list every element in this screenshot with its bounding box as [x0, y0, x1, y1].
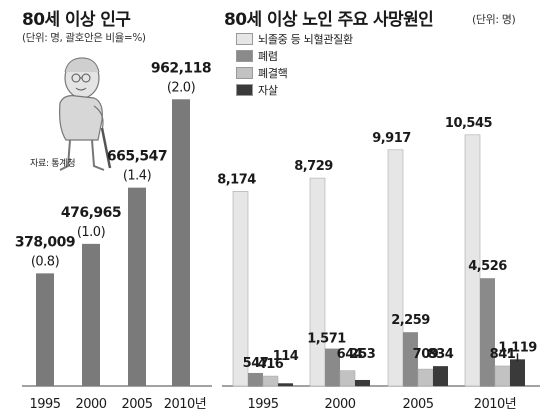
legend-label: 폐결핵 — [258, 66, 288, 80]
death-cause-bar — [403, 332, 418, 386]
source-note: 자료: 통계청 — [30, 159, 76, 169]
death-cause-bar — [339, 370, 356, 387]
death-cause-bar — [494, 365, 511, 387]
death-cause-bar — [387, 149, 404, 387]
death-cause-value-label: 1,571 — [307, 332, 346, 347]
right-chart-title: 80세 이상 노인 주요 사망원인 — [224, 10, 434, 30]
death-cause-x-tick-label: 2000 — [324, 397, 355, 412]
death-cause-bar — [309, 177, 326, 387]
population-ratio-label: (1.4) — [123, 169, 151, 184]
elderly-man-illustration — [59, 57, 112, 171]
death-cause-value-label: 644 — [337, 347, 363, 362]
death-cause-x-tick-label: 1995 — [247, 397, 278, 412]
population-bar — [172, 99, 190, 387]
death-cause-value-label: 1,119 — [498, 340, 537, 355]
population-ratio-label: (1.0) — [77, 225, 105, 240]
population-x-tick-label: 1995 — [29, 397, 60, 412]
death-cause-bar — [417, 368, 434, 387]
death-cause-bar — [433, 366, 448, 386]
population-bar — [128, 187, 146, 386]
legend-label: 자살 — [258, 83, 278, 97]
death-cause-bar — [248, 372, 263, 386]
population-value-label: 476,965 — [61, 205, 121, 221]
legend-item: 자살 — [236, 81, 353, 98]
population-value-label: 665,547 — [107, 149, 167, 165]
left-chart-subtitle: (단위: 명, 괄호안은 비율=%) — [22, 32, 146, 44]
death-cause-x-tick-label: 2005 — [402, 397, 433, 412]
death-cause-bar — [325, 348, 340, 386]
death-cause-value-label: 841 — [490, 347, 516, 362]
death-cause-bar — [278, 383, 293, 386]
death-cause-value-label: 8,729 — [294, 159, 333, 174]
right-chart-unit: (단위: 명) — [472, 13, 516, 26]
population-ratio-label: (2.0) — [167, 80, 195, 95]
death-cause-bar — [262, 375, 279, 387]
legend-label: 뇌졸중 등 뇌혈관질환 — [258, 32, 353, 46]
legend-label: 폐렴 — [258, 49, 278, 63]
death-cause-value-label: 709 — [413, 347, 439, 362]
legend: 뇌졸중 등 뇌혈관질환 폐렴 폐결핵 자살 — [236, 30, 353, 98]
death-cause-value-label: 834 — [428, 347, 454, 362]
left-chart-title: 80세 이상 인구 — [22, 10, 131, 30]
population-bar — [36, 273, 54, 386]
legend-swatch — [236, 83, 253, 96]
legend-swatch — [236, 66, 253, 79]
death-cause-value-label: 114 — [273, 349, 299, 364]
population-bar — [82, 243, 100, 386]
death-cause-value-label: 547 — [243, 356, 269, 371]
death-cause-value-label: 253 — [350, 347, 376, 362]
death-cause-value-label: 10,545 — [445, 116, 493, 131]
death-cause-bar — [232, 191, 249, 387]
death-cause-bar — [510, 359, 525, 386]
death-cause-x-tick-label: 2010년 — [474, 397, 517, 412]
death-cause-value-label: 8,174 — [217, 172, 256, 187]
death-cause-bar — [355, 379, 370, 386]
death-cause-value-label: 9,917 — [372, 131, 411, 146]
legend-swatch — [236, 49, 253, 62]
death-cause-value-label: 2,259 — [391, 313, 430, 328]
population-value-label: 378,009 — [15, 234, 75, 250]
legend-swatch — [236, 32, 253, 45]
population-x-tick-label: 2000 — [75, 397, 106, 412]
death-cause-value-label: 416 — [258, 357, 284, 372]
population-x-tick-label: 2005 — [121, 397, 152, 412]
death-cause-bar — [480, 278, 495, 386]
death-cause-bar — [464, 134, 481, 387]
death-cause-value-label: 4,526 — [468, 259, 507, 274]
population-x-tick-label: 2010년 — [164, 397, 207, 412]
population-value-label: 962,118 — [151, 60, 211, 76]
legend-item: 폐렴 — [236, 47, 353, 64]
legend-item: 폐결핵 — [236, 64, 353, 81]
population-ratio-label: (0.8) — [31, 254, 59, 269]
legend-item: 뇌졸중 등 뇌혈관질환 — [236, 30, 353, 47]
